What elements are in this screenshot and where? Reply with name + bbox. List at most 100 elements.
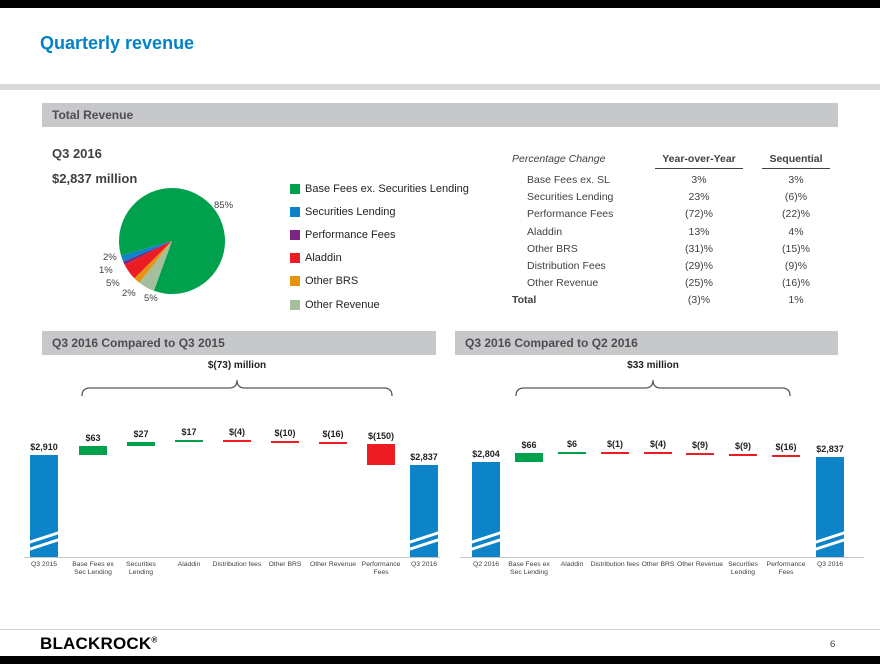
legend-item-label: Aladdin [305,252,342,265]
bar-category-label: Performance Fees [361,561,401,576]
table-row-label: Base Fees ex. SL [527,174,610,186]
table-col-year-over-year: Year-over-Year [648,151,750,169]
bar-value-label: $66 [521,439,537,450]
pie-slice-4 [134,241,172,283]
bar-value-label: $17 [181,427,197,438]
pie-slice-5 [139,241,172,291]
table-yoy-value: (31)% [684,242,713,255]
bar-value-label: $(150) [367,431,394,442]
bar-value-label: $(16) [775,442,797,453]
bar-value-label: $27 [133,429,149,440]
legend-swatch-icon [290,276,300,287]
bar-other-brs [271,440,299,443]
table-row-label: Securities Lending [527,191,614,204]
bar-securities-lending [127,442,155,447]
bar-value-label: $2,837 [410,452,438,463]
legend-item-label: Other Revenue [305,298,380,311]
pie-slice-3 [124,241,172,279]
table-yoy-value: 3% [691,174,707,186]
bar-aladdin [175,440,203,443]
bar-base-fees-ex-sec-lending [515,452,543,462]
section-header-total-revenue-label: Total Revenue [52,108,134,122]
table-seq-value: 3% [788,174,804,186]
bar-category-label: Other Revenue [676,561,724,568]
pie-percent-label-0: 85% [214,200,234,211]
top-border-bar [0,0,880,8]
bar-distribution-fees [601,451,629,454]
bar-value-label: $2,910 [30,442,58,452]
bar-other-brs [644,452,672,455]
bar-category-label: Securities Lending [126,561,156,576]
table-header-row: Percentage Change Year-over-Year Sequent… [505,151,840,169]
bar-aladdin [558,451,586,454]
table-row-label: Distribution Fees [527,259,606,272]
bar-distribution-fees [223,440,251,443]
table-yoy-value: (72)% [684,208,713,221]
axis-baseline [460,557,864,558]
bar-value-label: $(4) [228,427,245,438]
legend-swatch-icon [290,206,300,217]
section-header-seq-label: Q3 2016 Compared to Q2 2016 [465,336,638,350]
bar-value-label: $(16) [322,428,344,439]
legend-swatch-icon [290,229,300,240]
legend-swatch-icon [290,299,300,310]
bar-category-label: Performance Fees [766,561,806,576]
legend-item-label: Other BRS [305,275,359,288]
bar-value-label: $(10) [274,427,296,438]
bar-performance-fees [772,455,800,458]
bar-category-label: Distribution fees [212,561,262,568]
bar-category-label: Distribution fees [590,561,640,568]
pie-slice-2 [123,241,172,265]
table-title: Percentage Change [512,153,606,165]
blackrock-logo: BLACKROCK® [40,634,157,654]
bar-category-label: Base Fees ex Sec Lending [508,561,550,576]
footer-divider [0,629,880,630]
table-total-label: Total [512,294,537,307]
bar-category-label: Q2 2016 [472,561,500,568]
waterfall-chart-sequential: $33 million $2,804 Q2 2016 $66 Base Fees ex … [456,358,868,588]
bar-value-label: $2,837 [816,444,844,455]
bar-other-revenue [686,452,714,455]
table-yoy-value: 23% [688,191,710,204]
pie-percent-label-4: 2% [122,288,136,299]
page-number: 6 [830,639,836,650]
section-header-q3-2016-vs-q2-2016: Q3 2016 Compared to Q2 2016 [455,331,838,355]
section-header-total-revenue: Total Revenue [42,103,838,127]
blackrock-wordmark: BLACKROCK [40,634,152,653]
pie-percent-label-5: 5% [144,293,158,304]
legend-item-5: Other Revenue [290,293,469,316]
bar-value-label: $(1) [606,438,623,449]
legend-item-label: Securities Lending [305,205,396,218]
pie-percent-label-3: 5% [106,278,120,289]
table-yoy-value: 13% [688,225,710,238]
waterfall-annotation: $(73) million [207,360,267,371]
table-seq-value: (9)% [784,259,808,272]
percentage-change-table: Percentage Change Year-over-Year Sequent… [505,151,840,310]
table-row-label: Aladdin [527,225,563,238]
page-title: Quarterly revenue [40,33,195,53]
revenue-mix-pie-chart [119,188,225,294]
bar-category-label: Aladdin [560,561,584,568]
section-header-yoy-label: Q3 2016 Compared to Q3 2015 [52,336,225,350]
registered-mark: ® [151,635,158,645]
legend-item-0: Base Fees ex. Securities Lending [290,177,469,200]
total-amount-label: $2,837 million [52,171,138,186]
bar-other-revenue [319,441,347,445]
bar-value-label: $(9) [734,440,751,451]
table-col-sequential-label: Sequential [762,151,830,169]
table-seq-value: 4% [788,225,804,238]
legend-item-label: Performance Fees [305,228,396,241]
table-row-label: Other BRS [527,242,578,255]
legend-item-2: Performance Fees [290,223,469,246]
waterfall-chart-year-over-year: $(73) million $2,910 Q3 2015 $63 Base Fees e… [20,358,444,588]
bar-base-fees-ex-sec-lending [79,446,107,455]
bar-value-label: $(9) [691,439,708,450]
brace-bracket [81,379,393,397]
bar-category-label: Securities Lending [728,561,758,576]
bar-value-label: $(4) [649,439,666,450]
axis-baseline [24,557,440,558]
table-row-label: Performance Fees [527,208,614,221]
pie-legend: Base Fees ex. Securities Lending Securiti… [290,177,469,316]
bar-category-label: Q3 2015 [30,561,58,568]
